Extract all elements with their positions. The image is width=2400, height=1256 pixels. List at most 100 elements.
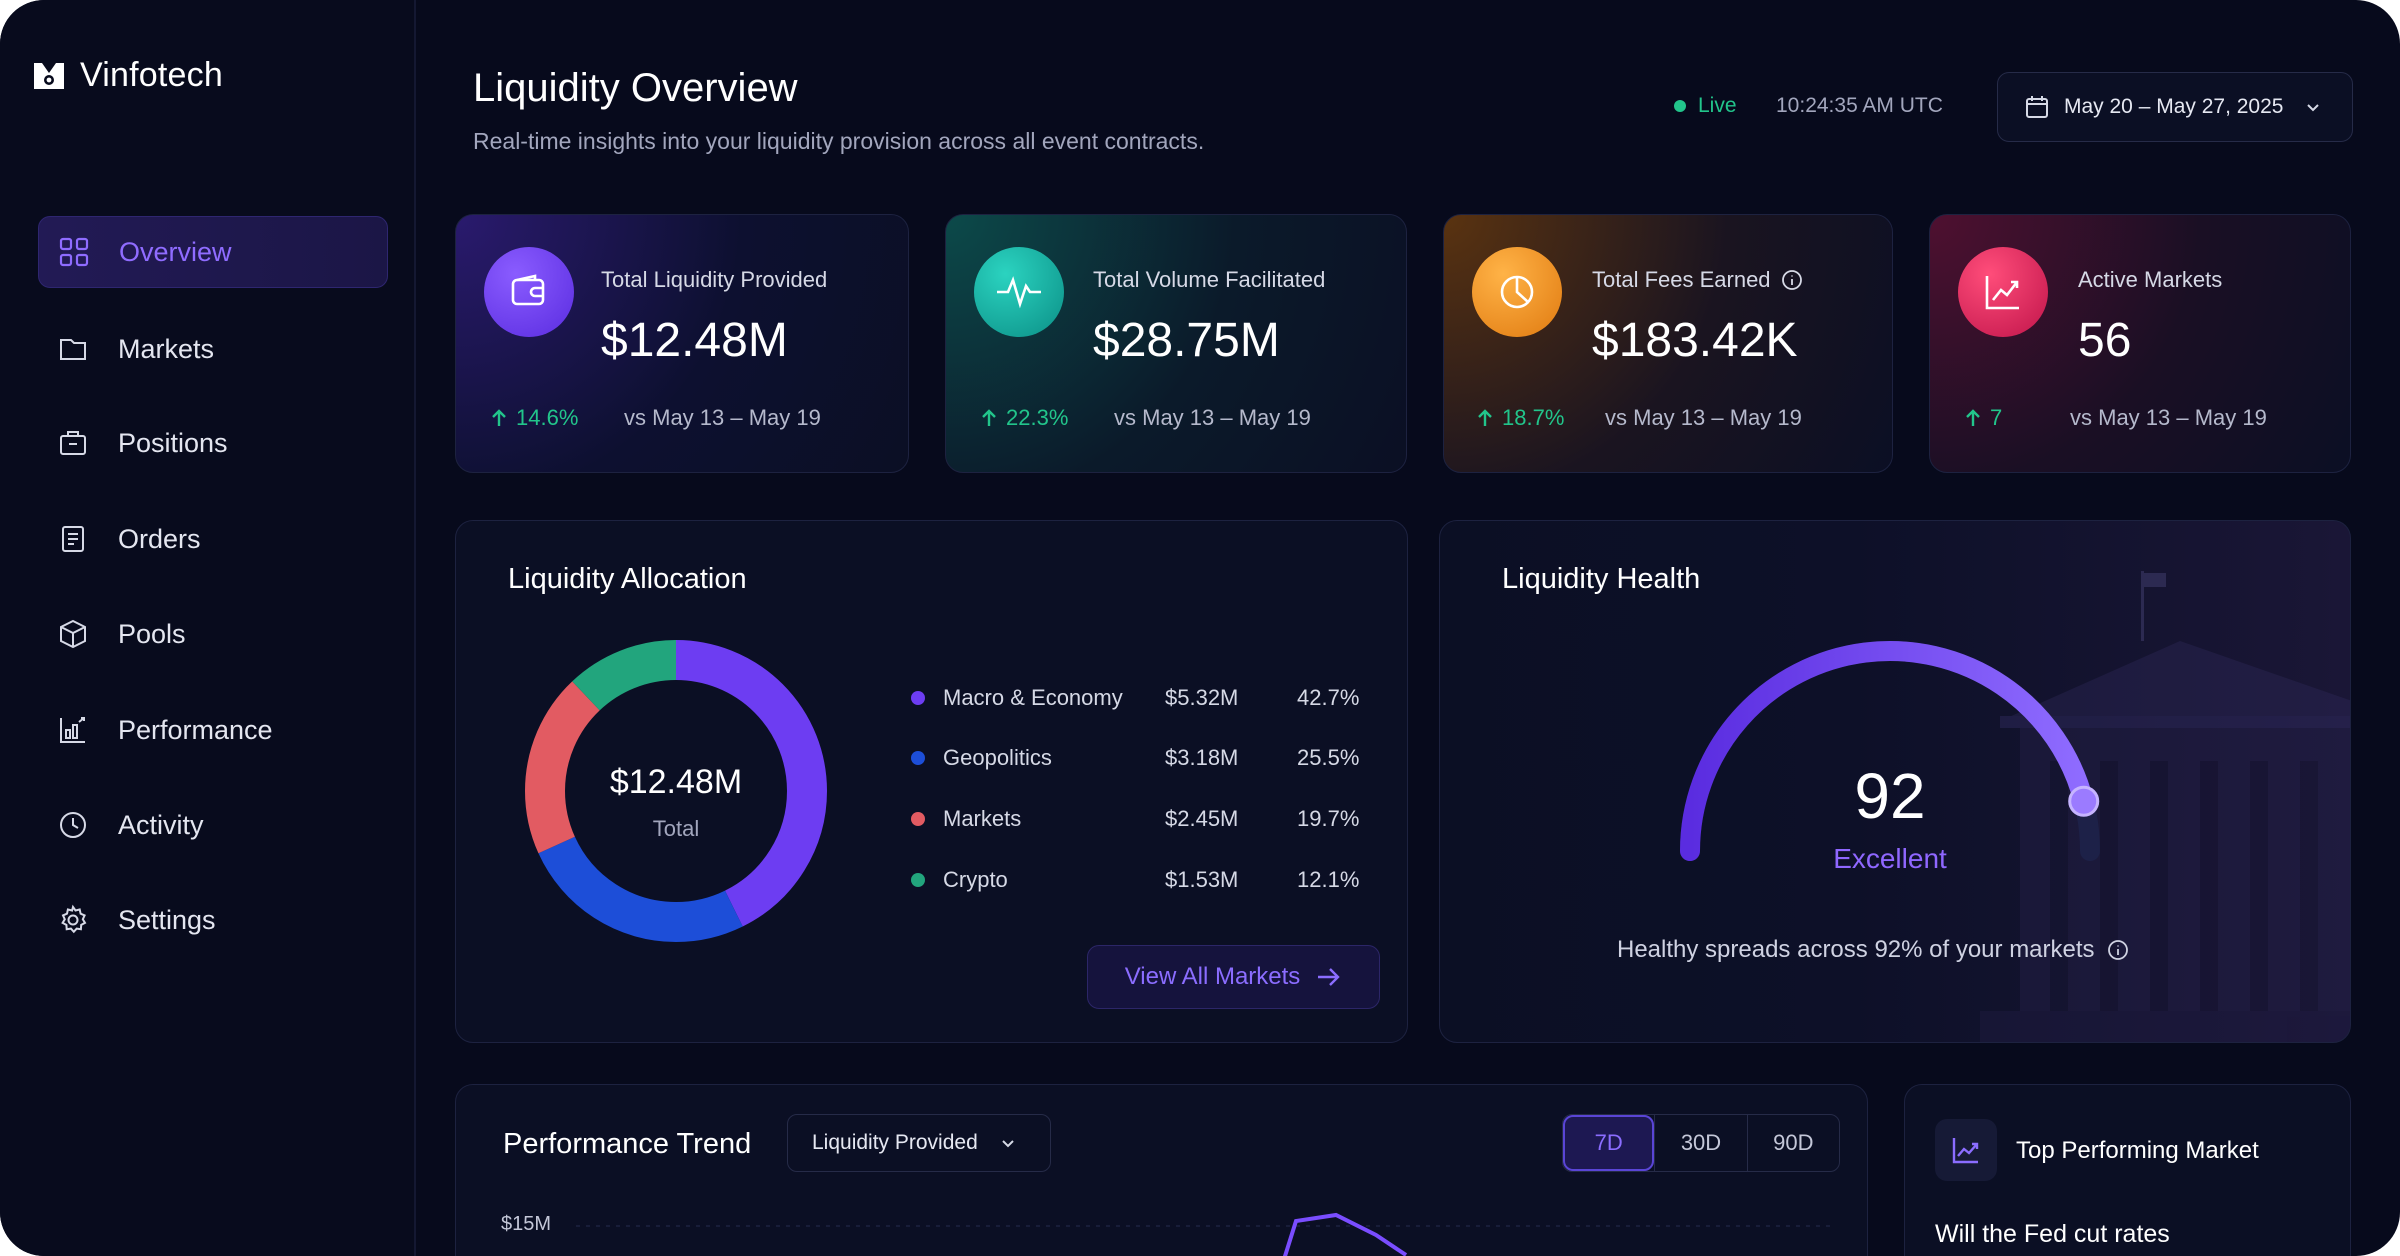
sidebar-item-activity[interactable]: Activity bbox=[38, 789, 388, 861]
range-90d-button[interactable]: 90D bbox=[1746, 1115, 1839, 1171]
trend-line-chart bbox=[576, 1212, 1836, 1256]
range-30d-button[interactable]: 30D bbox=[1654, 1115, 1746, 1171]
kpi-card-volume[interactable]: Total Volume Facilitated $28.75M 22.3% v… bbox=[945, 214, 1407, 473]
health-panel: Liquidity Health 92 Excellent Healthy sp… bbox=[1439, 520, 2351, 1043]
sidebar-item-settings[interactable]: Settings bbox=[38, 884, 388, 956]
cube-icon bbox=[56, 617, 90, 651]
range-selector: 7D 30D 90D bbox=[1562, 1114, 1840, 1172]
sidebar-item-label: Markets bbox=[118, 333, 215, 364]
date-range-label: May 20 – May 27, 2025 bbox=[2064, 95, 2284, 118]
allocation-title: Liquidity Allocation bbox=[508, 563, 747, 595]
sidebar-item-orders[interactable]: Orders bbox=[38, 503, 388, 575]
grid-icon bbox=[57, 235, 91, 269]
donut-total-value: $12.48M bbox=[609, 763, 743, 801]
kpi-change: 7 bbox=[1964, 405, 2002, 431]
donut-slice-3[interactable] bbox=[525, 640, 827, 942]
sidebar-item-label: Orders bbox=[118, 523, 201, 554]
kpi-title-group: Total Fees Earned bbox=[1592, 267, 1803, 293]
legend-dot-icon bbox=[911, 751, 925, 765]
kpi-title: Total Volume Facilitated bbox=[1093, 267, 1326, 292]
legend-percent: 42.7% bbox=[1297, 685, 1360, 710]
view-all-markets-button[interactable]: View All Markets bbox=[1087, 945, 1380, 1009]
sidebar-item-label: Pools bbox=[118, 618, 186, 649]
kpi-value: $183.42K bbox=[1592, 314, 1798, 367]
legend-percent: 25.5% bbox=[1297, 745, 1360, 770]
legend-amount: $5.32M bbox=[1165, 685, 1239, 710]
legend-amount: $2.45M bbox=[1165, 806, 1239, 831]
kpi-card-fees[interactable]: Total Fees Earned $183.42K 18.7% vs May … bbox=[1443, 214, 1893, 473]
legend-name: Macro & Economy bbox=[943, 685, 1123, 710]
sidebar-item-label: Performance bbox=[118, 714, 273, 745]
trend-icon bbox=[1958, 247, 2048, 337]
chevron-down-icon bbox=[1002, 1140, 1014, 1148]
range-7d-button[interactable]: 7D bbox=[1563, 1115, 1655, 1171]
kpi-change: 18.7% bbox=[1476, 405, 1564, 431]
kpi-change-value: 18.7% bbox=[1502, 405, 1565, 430]
pie-icon bbox=[1472, 247, 1562, 337]
arrow-up-icon bbox=[1966, 409, 1980, 426]
sidebar: Vinfotech Overview Markets Positions Ord… bbox=[0, 0, 416, 1256]
sidebar-item-performance[interactable]: Performance bbox=[38, 694, 388, 766]
current-time: 10:24:35 AM UTC bbox=[1776, 94, 1943, 117]
page-subtitle: Real-time insights into your liquidity p… bbox=[473, 128, 1205, 154]
briefcase-icon bbox=[56, 426, 90, 460]
legend-dot-icon bbox=[911, 691, 925, 705]
page-title: Liquidity Overview bbox=[473, 66, 798, 110]
legend-amount: $3.18M bbox=[1165, 745, 1239, 770]
sidebar-item-label: Activity bbox=[118, 809, 204, 840]
view-all-label: View All Markets bbox=[1124, 963, 1301, 990]
arrow-up-icon bbox=[1478, 409, 1492, 426]
top-market-panel[interactable]: Top Performing Market Will the Fed cut r… bbox=[1904, 1084, 2351, 1256]
kpi-change-value: 7 bbox=[1990, 405, 2003, 430]
sidebar-item-positions[interactable]: Positions bbox=[38, 407, 388, 479]
allocation-donut-chart bbox=[525, 640, 827, 942]
health-rating: Excellent bbox=[1833, 843, 1947, 874]
live-dot-icon bbox=[1674, 100, 1686, 112]
kpi-title: Total Liquidity Provided bbox=[601, 267, 828, 292]
info-icon[interactable] bbox=[2107, 939, 2129, 961]
top-market-title: Top Performing Market bbox=[2016, 1137, 2259, 1164]
legend-row[interactable]: Markets $2.45M 19.7% bbox=[911, 804, 1371, 834]
legend-name: Crypto bbox=[943, 867, 1008, 892]
calendar-icon bbox=[2026, 96, 2048, 118]
arrow-up-icon bbox=[982, 409, 996, 426]
kpi-change-value: 22.3% bbox=[1006, 405, 1069, 430]
donut-total-label: Total bbox=[652, 816, 700, 841]
trend-title: Performance Trend bbox=[503, 1128, 752, 1160]
kpi-card-liquidity[interactable]: Total Liquidity Provided $12.48M 14.6% v… bbox=[455, 214, 909, 473]
health-title: Liquidity Health bbox=[1502, 563, 1701, 595]
sidebar-item-label: Positions bbox=[118, 427, 228, 458]
arrow-right-icon bbox=[1318, 968, 1341, 986]
kpi-change: 14.6% bbox=[490, 405, 578, 431]
sidebar-item-label: Overview bbox=[119, 236, 232, 267]
metric-select[interactable]: Liquidity Provided bbox=[787, 1114, 1051, 1172]
trend-icon bbox=[1935, 1119, 1997, 1181]
brand[interactable]: Vinfotech bbox=[32, 56, 223, 95]
brand-name: Vinfotech bbox=[80, 56, 223, 94]
sidebar-item-label: Settings bbox=[118, 904, 216, 935]
sidebar-item-overview[interactable]: Overview bbox=[38, 216, 388, 288]
kpi-value: $12.48M bbox=[601, 314, 788, 367]
kpi-card-markets[interactable]: Active Markets 56 7 vs May 13 – May 19 bbox=[1929, 214, 2351, 473]
gear-icon bbox=[56, 903, 90, 937]
sidebar-item-pools[interactable]: Pools bbox=[38, 598, 388, 670]
kpi-compare: vs May 13 – May 19 bbox=[1605, 405, 1802, 430]
legend-name: Geopolitics bbox=[943, 745, 1052, 770]
health-gauge bbox=[1680, 641, 2100, 861]
legend-dot-icon bbox=[911, 812, 925, 826]
folder-icon bbox=[56, 332, 90, 366]
chevron-down-icon bbox=[2307, 104, 2320, 112]
info-icon[interactable] bbox=[1781, 269, 1803, 291]
donut-slice-2[interactable] bbox=[525, 640, 827, 942]
sidebar-item-markets[interactable]: Markets bbox=[38, 313, 388, 385]
legend-row[interactable]: Macro & Economy $5.32M 42.7% bbox=[911, 683, 1371, 713]
date-range-picker[interactable]: May 20 – May 27, 2025 bbox=[1997, 72, 2353, 142]
legend-dot-icon bbox=[911, 873, 925, 887]
donut-slice-1[interactable] bbox=[525, 640, 827, 942]
kpi-title: Total Fees Earned bbox=[1592, 267, 1771, 292]
legend-row[interactable]: Geopolitics $3.18M 25.5% bbox=[911, 743, 1371, 773]
live-status: Live bbox=[1674, 94, 1737, 118]
health-score: 92 bbox=[1854, 760, 1926, 832]
legend-row[interactable]: Crypto $1.53M 12.1% bbox=[911, 865, 1371, 895]
metric-select-value: Liquidity Provided bbox=[812, 1131, 978, 1154]
